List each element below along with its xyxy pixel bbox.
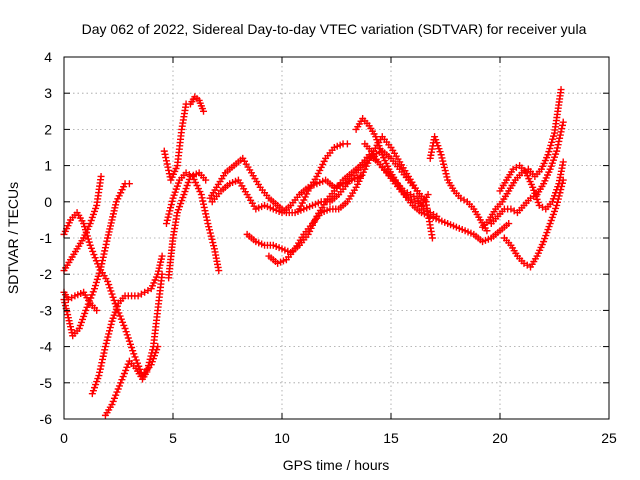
y-tick-label: -6 — [40, 411, 53, 427]
y-tick-label: -1 — [40, 230, 53, 246]
x-tick-label: 5 — [169, 430, 177, 446]
x-tick-label: 20 — [492, 430, 508, 446]
y-tick-label: -3 — [40, 302, 53, 318]
x-tick-label: 25 — [601, 430, 617, 446]
x-axis-label: GPS time / hours — [283, 457, 390, 473]
chart-title: Day 062 of 2022, Sidereal Day-to-day VTE… — [82, 21, 587, 37]
y-tick-label: 0 — [44, 194, 52, 210]
y-tick-label: 3 — [44, 85, 52, 101]
y-tick-label: 2 — [44, 121, 52, 137]
y-tick-label: 4 — [44, 49, 52, 65]
y-tick-label: -2 — [40, 266, 53, 282]
x-tick-label: 10 — [274, 430, 290, 446]
y-tick-label: 1 — [44, 158, 52, 174]
y-axis-label: SDTVAR / TECUs — [5, 182, 21, 294]
x-tick-label: 0 — [60, 430, 68, 446]
y-tick-label: -4 — [40, 339, 53, 355]
y-tick-label: -5 — [40, 375, 53, 391]
x-tick-label: 15 — [383, 430, 399, 446]
chart: Day 062 of 2022, Sidereal Day-to-day VTE… — [0, 0, 640, 480]
